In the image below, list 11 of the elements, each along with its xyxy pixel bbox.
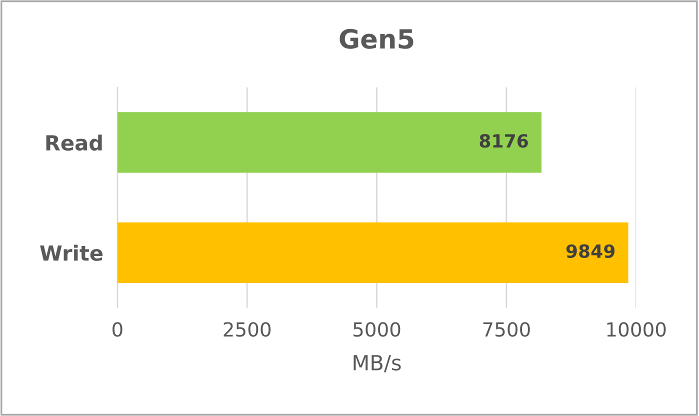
y-tick-label: Read [46,134,102,151]
x-tick-label: 2500 [224,322,271,337]
x-tick-label: 0 [112,322,122,337]
x-tick-label: 10000 [607,322,666,337]
x-axis-title: MB/s [354,355,401,372]
chart-title: Gen5 [340,28,414,49]
y-tick-label: Write [40,244,103,261]
data-label: 8176 [480,134,528,148]
x-tick-label: 5000 [354,322,400,337]
data-label: 9849 [566,244,615,258]
x-tick-label: 7500 [483,322,530,337]
